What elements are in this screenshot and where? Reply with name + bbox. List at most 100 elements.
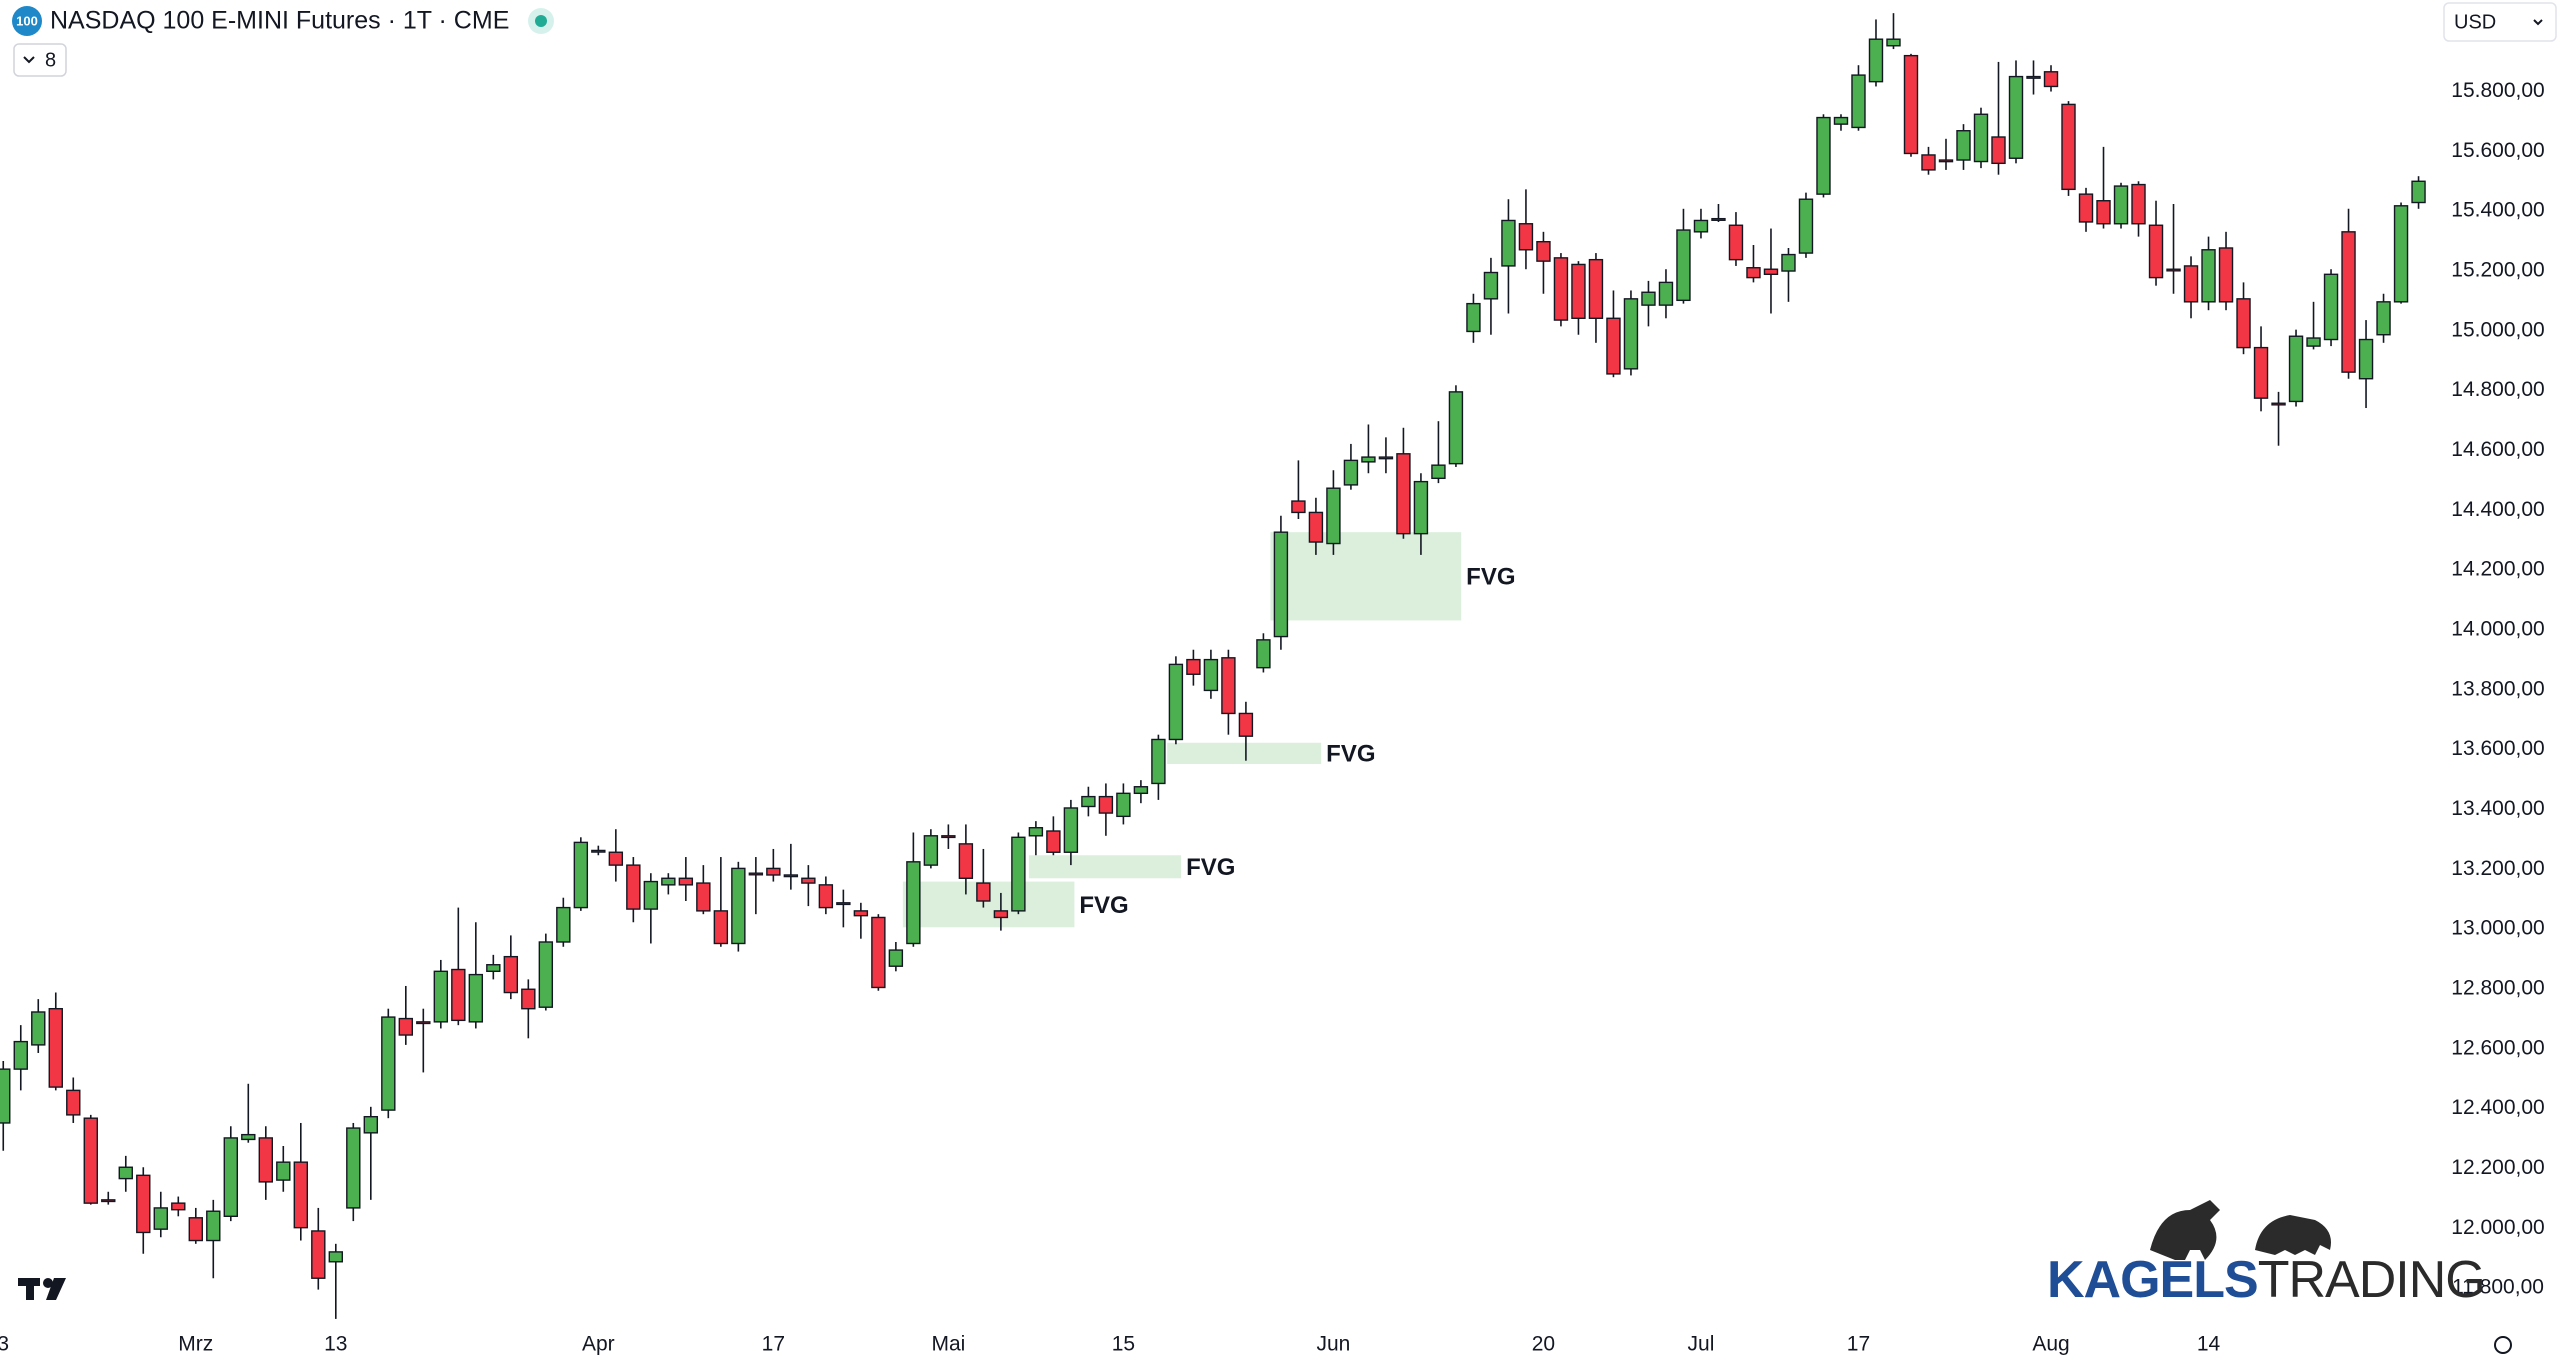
y-tick-label: 14.600,00 xyxy=(2451,438,2544,461)
candle-body xyxy=(2201,249,2216,303)
x-tick-label: 14 xyxy=(2197,1333,2221,1356)
candle-body xyxy=(976,882,991,902)
candle-body xyxy=(1833,116,1849,125)
x-tick-label: 15 xyxy=(1112,1333,1135,1356)
candle-body xyxy=(1886,38,1901,47)
chevron xyxy=(2533,19,2543,26)
y-tick-label: 12.200,00 xyxy=(2451,1156,2544,1179)
candle-body xyxy=(1676,229,1691,302)
candle-body xyxy=(2218,247,2234,303)
candle-body xyxy=(1308,511,1324,543)
candle-body xyxy=(2183,265,2199,303)
candle-body xyxy=(311,1230,326,1279)
candle-body xyxy=(31,1011,46,1046)
candle-body xyxy=(2078,193,2094,223)
watermark-icons xyxy=(2150,1200,2331,1260)
candle-body xyxy=(1046,830,1061,853)
settings-icon[interactable] xyxy=(2494,1336,2512,1354)
badge-text: 100 xyxy=(16,13,38,28)
candle-body xyxy=(1903,54,1919,155)
chart-title: NASDAQ 100 E-MINI Futures · 1T · CME xyxy=(50,7,509,35)
candle-body xyxy=(661,877,676,886)
candle-body xyxy=(363,1115,379,1134)
candle-body xyxy=(1028,827,1044,837)
candle-body xyxy=(1238,712,1254,737)
watermark: KAGELSTRADING xyxy=(2047,1251,2485,1309)
candle-body xyxy=(783,874,799,878)
candle-body xyxy=(1711,217,1726,221)
x-tick-label: Mrz xyxy=(178,1333,213,1356)
candle-body xyxy=(2131,183,2146,225)
candle-body xyxy=(1501,219,1516,267)
candle-body xyxy=(1483,271,1499,300)
y-tick-label: 12.400,00 xyxy=(2451,1096,2544,1119)
candle-body xyxy=(153,1207,168,1230)
candle-body xyxy=(13,1040,28,1070)
currency-select[interactable] xyxy=(2443,2,2557,42)
candle-body xyxy=(2306,337,2321,347)
status-dot xyxy=(535,15,547,27)
watermark-part: TRADING xyxy=(2258,1251,2485,1309)
candle-body xyxy=(1798,198,1814,254)
fvg-zone xyxy=(1028,855,1182,879)
candle-body xyxy=(1851,74,1866,129)
candle-body xyxy=(2096,200,2111,225)
candle-body xyxy=(1431,464,1446,480)
fvg-label: FVG xyxy=(1466,564,1515,591)
x-tick-label: Apr xyxy=(582,1333,615,1356)
candle-body xyxy=(328,1251,344,1263)
candle-body xyxy=(521,988,536,1010)
candle-body xyxy=(1973,113,1989,163)
candle-body xyxy=(1623,298,1639,370)
candle-body xyxy=(958,843,974,879)
symbol-badge xyxy=(12,6,42,36)
candle-body xyxy=(2253,346,2269,399)
indicator-toggle[interactable] xyxy=(13,43,67,77)
candle-body xyxy=(101,1199,116,1203)
candle-body xyxy=(398,1017,414,1036)
candle-body xyxy=(241,1133,256,1141)
x-tick-label: Jul xyxy=(1688,1333,1715,1356)
candle-body xyxy=(1098,795,1114,814)
candle-body xyxy=(1641,291,1656,306)
y-tick-label: 14.800,00 xyxy=(2451,378,2544,401)
candle-body xyxy=(2236,298,2251,349)
candle-body xyxy=(731,867,746,945)
candle-body xyxy=(451,968,466,1022)
candle-body xyxy=(1588,258,1604,319)
candle-body xyxy=(818,884,834,909)
candle-body xyxy=(1116,792,1131,818)
y-tick-label: 13.000,00 xyxy=(2451,917,2544,940)
candle-body xyxy=(1728,224,1744,261)
candle-body xyxy=(83,1117,98,1204)
x-tick-label: Jun xyxy=(1316,1333,1350,1356)
candle-body xyxy=(503,955,519,994)
candle-body xyxy=(556,906,571,943)
candle-body xyxy=(1466,302,1481,333)
candle-body xyxy=(1273,531,1289,638)
candle-body xyxy=(1693,219,1709,233)
candle-body xyxy=(766,867,781,876)
x-tick-label: 13 xyxy=(324,1333,347,1356)
candle-body xyxy=(888,949,904,967)
candle-body xyxy=(118,1166,133,1180)
candle-body xyxy=(0,1068,11,1124)
candle-body xyxy=(1168,663,1184,741)
candle-body xyxy=(1938,159,1954,163)
candle-body xyxy=(1361,456,1376,463)
candle-body xyxy=(696,882,711,912)
candle-body xyxy=(1203,658,1219,692)
candle-body xyxy=(2376,301,2391,336)
candle-body xyxy=(2341,231,2356,373)
candle-body xyxy=(293,1161,308,1229)
candle-body xyxy=(1816,116,1831,195)
candle-body xyxy=(1133,786,1149,795)
candle-body xyxy=(1448,391,1464,465)
fvg-label: FVG xyxy=(1326,741,1375,768)
candle-body xyxy=(346,1127,361,1209)
indicator-count: 8 xyxy=(45,49,56,71)
candle-body xyxy=(206,1210,221,1242)
candle-body xyxy=(2008,75,2024,159)
candle-body xyxy=(2323,273,2339,341)
